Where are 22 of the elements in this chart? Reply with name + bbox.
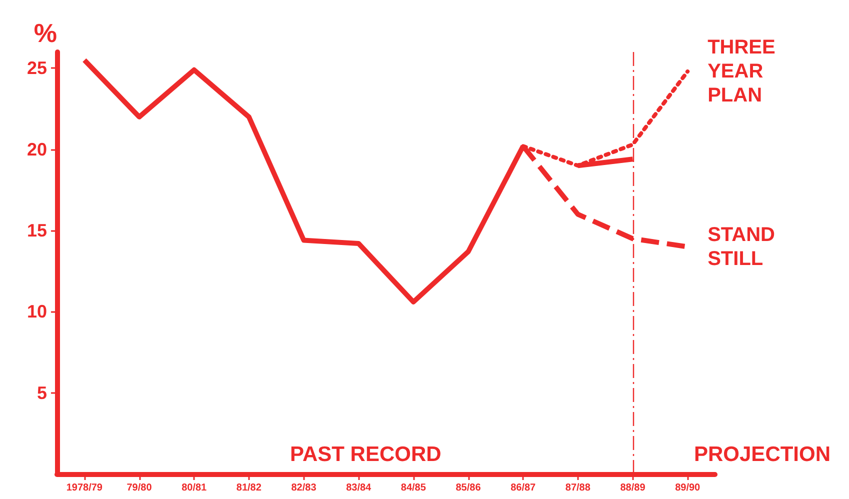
y-tick-label: 25 xyxy=(26,58,47,78)
y-tick-label: 10 xyxy=(26,302,47,322)
x-tick-label: 82/83 xyxy=(291,482,317,494)
x-tick-label: 89/90 xyxy=(675,482,701,494)
y-axis-title: % xyxy=(34,18,57,48)
x-tick-label: 85/86 xyxy=(456,482,482,494)
x-tick-label: 84/85 xyxy=(400,482,426,494)
annotation: PROJECTION xyxy=(694,443,831,466)
x-tick-label: 79/80 xyxy=(126,482,152,494)
series-label: STAND STILL xyxy=(708,224,781,270)
x-tick-label: 81/82 xyxy=(236,482,262,494)
x-tick-label: 80/81 xyxy=(182,482,208,494)
x-tick-label: 86/87 xyxy=(510,482,536,494)
x-tick-label: 1978/79 xyxy=(66,482,103,494)
y-tick-label: 15 xyxy=(26,220,47,241)
x-tick-label: 88/89 xyxy=(620,482,646,494)
x-tick-label: 87/88 xyxy=(565,482,591,494)
y-tick-label: 20 xyxy=(26,139,47,160)
annotation: PAST RECORD xyxy=(290,443,442,466)
x-tick-label: 83/84 xyxy=(346,482,372,494)
series-label: THREE YEAR PLAN xyxy=(708,36,781,106)
y-tick-label: 5 xyxy=(36,382,47,403)
